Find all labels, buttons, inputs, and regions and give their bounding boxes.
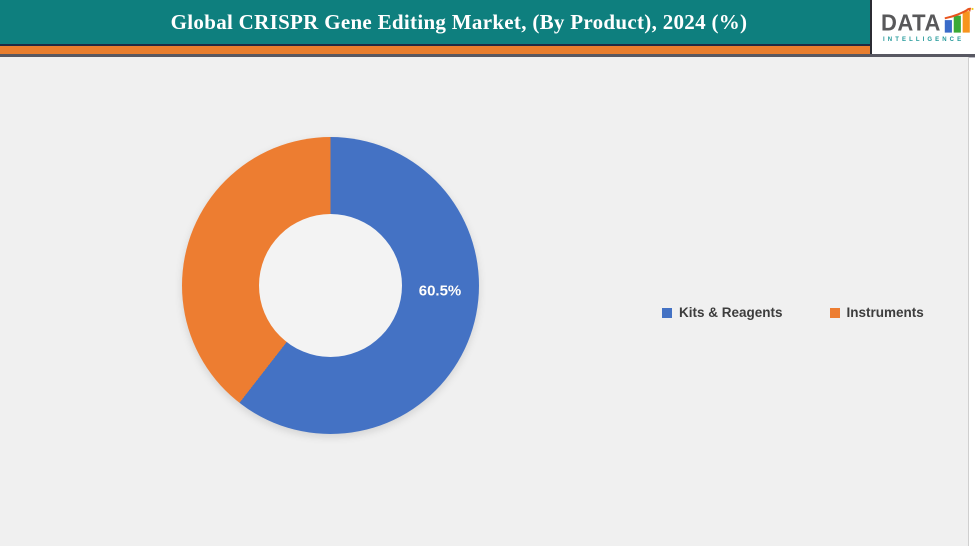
logo-subtitle: INTELLIGENCE <box>883 37 965 43</box>
chart-title: Global CRISPR Gene Editing Market, (By P… <box>170 9 748 34</box>
legend-label-instruments: Instruments <box>846 305 924 320</box>
header-bar: Global CRISPR Gene Editing Market, (By P… <box>0 0 870 44</box>
donut-chart[interactable] <box>182 137 479 434</box>
brand-logo: DATA INTELLIGENCE <box>870 0 975 54</box>
header-stripe-orange <box>0 46 870 54</box>
bar-chart-logo-icon <box>944 7 974 33</box>
chart-area: 60.5% Kits & Reagents Instruments <box>0 57 969 546</box>
legend: Kits & Reagents Instruments <box>662 305 924 320</box>
logo-wordmark: DATA <box>881 9 941 36</box>
legend-item-instruments[interactable]: Instruments <box>829 305 924 320</box>
data-label-kits-reagents: 60.5% <box>418 282 462 300</box>
legend-swatch-instruments <box>829 307 840 318</box>
header-divider-dark <box>0 44 870 46</box>
donut-hole <box>259 214 402 357</box>
legend-item-kits-reagents[interactable]: Kits & Reagents <box>662 305 783 320</box>
legend-label-kits-reagents: Kits & Reagents <box>679 305 783 320</box>
logo-row: DATA <box>881 6 975 36</box>
legend-swatch-kits-reagents <box>662 307 672 318</box>
